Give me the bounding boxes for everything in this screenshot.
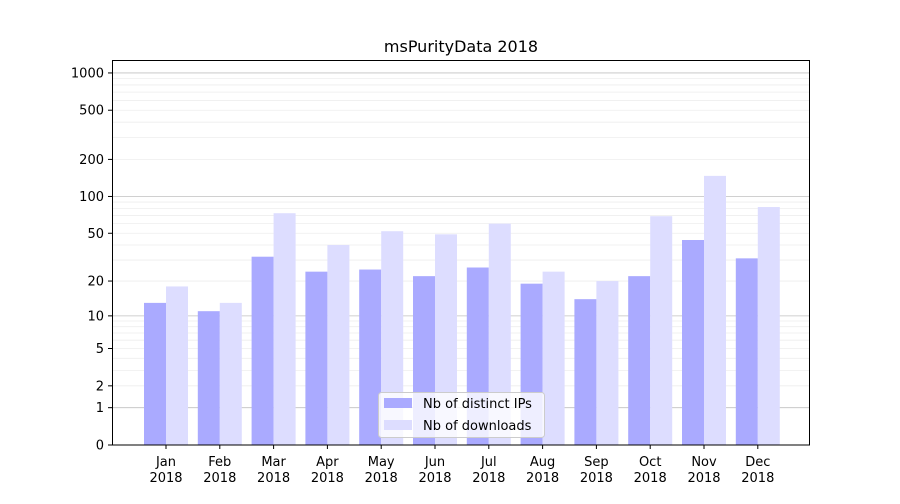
- y-tick-label: 5: [96, 342, 104, 357]
- y-tick-label: 100: [79, 190, 104, 205]
- y-tick-label: 200: [79, 153, 104, 168]
- y-tick-label: 2: [96, 379, 104, 394]
- bar-ips: [359, 269, 382, 445]
- bar-downloads: [757, 207, 780, 445]
- bar-downloads: [381, 231, 404, 445]
- bar-ips: [251, 256, 274, 445]
- legend-swatch-ips: [384, 398, 412, 408]
- x-tick-label: Sep 2018: [580, 455, 613, 486]
- bar-ips: [735, 258, 758, 445]
- x-tick-label: Jun 2018: [418, 455, 451, 486]
- plot-frame: [112, 60, 810, 446]
- bar-downloads: [273, 213, 296, 445]
- y-tick-label: 1: [96, 401, 104, 416]
- bar-downloads: [327, 245, 350, 445]
- bar-downloads: [166, 286, 188, 445]
- legend-box: [378, 392, 545, 438]
- x-tick-label: Nov 2018: [687, 455, 720, 486]
- y-tick-label: 10: [87, 309, 104, 324]
- x-tick-label: Mar 2018: [257, 455, 290, 486]
- bar-downloads: [596, 281, 619, 445]
- x-axis: Jan 2018 Feb 2018 Mar 2018 Apr 2018 May 2018 Jun 20…: [149, 445, 774, 486]
- bar-ips: [574, 299, 597, 445]
- bar-downloads: [650, 216, 673, 445]
- bars: [144, 175, 780, 445]
- y-tick-label: 500: [79, 104, 104, 119]
- x-tick-label: Feb 2018: [203, 455, 236, 486]
- bar-ips: [144, 302, 166, 445]
- bar-downloads: [542, 271, 565, 445]
- bar-downloads: [704, 175, 726, 445]
- y-tick-label: 1000: [71, 66, 104, 81]
- chart-title: msPurityData 2018: [384, 37, 538, 56]
- legend-label-downloads: Nb of downloads: [423, 419, 532, 434]
- y-tick-label: 0: [96, 439, 104, 454]
- y-tick-label: 50: [87, 227, 104, 242]
- bar-downloads: [219, 302, 242, 445]
- x-tick-label: Apr 2018: [311, 455, 344, 486]
- bar-downloads: [488, 223, 511, 445]
- legend: Nb of distinct IPs Nb of downloads: [378, 392, 545, 438]
- legend-swatch-downloads: [384, 420, 412, 430]
- x-tick-label: May 2018: [365, 455, 398, 486]
- x-tick-label: Jul 2018: [472, 455, 505, 486]
- bar-ips: [628, 276, 651, 445]
- x-tick-label: Aug 2018: [526, 455, 559, 486]
- legend-label-ips: Nb of distinct IPs: [423, 397, 532, 412]
- y-tick-label: 20: [87, 275, 104, 290]
- x-tick-label: Jan 2018: [149, 455, 182, 486]
- bar-ips: [197, 311, 220, 445]
- x-tick-label: Oct 2018: [634, 455, 667, 486]
- y-axis: 0 1 2 5 10 20 50 100 200 500 1000: [71, 66, 112, 454]
- x-tick-label: Dec 2018: [741, 455, 774, 486]
- bar-ips: [305, 271, 328, 445]
- bar-ips: [682, 240, 704, 445]
